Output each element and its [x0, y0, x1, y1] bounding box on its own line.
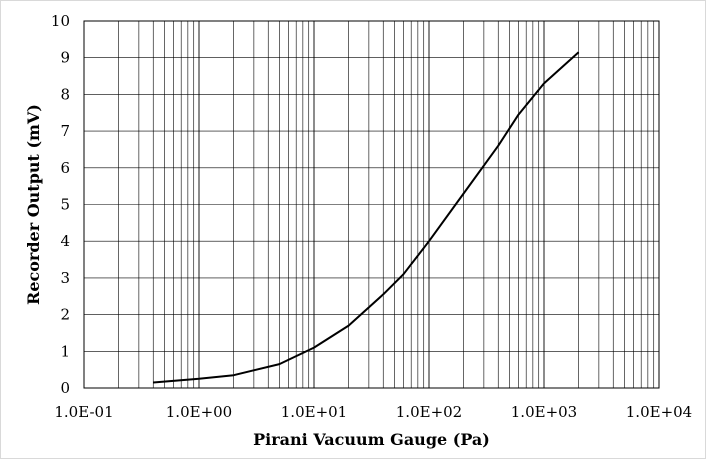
y-tick-label: 8 — [60, 85, 70, 103]
x-tick-label: 1.0E+00 — [166, 403, 232, 421]
y-tick-label: 9 — [60, 49, 70, 67]
y-tick-labels: 0 1 2 3 4 5 6 7 8 9 10 — [51, 12, 70, 397]
x-tick-label: 1.0E+03 — [511, 403, 577, 421]
plot-area-border — [83, 20, 660, 389]
y-tick-label: 3 — [60, 269, 70, 287]
y-tick-label: 5 — [60, 196, 70, 214]
x-tick-label: 1.0E+02 — [396, 403, 462, 421]
x-tick-label: 1.0E-01 — [54, 403, 113, 421]
y-tick-label: 0 — [60, 379, 70, 397]
y-tick-label: 10 — [51, 12, 70, 30]
x-tick-labels: 1.0E-01 1.0E+00 1.0E+01 1.0E+02 1.0E+03 1.0E+… — [54, 403, 692, 421]
x-axis-title: Pirani Vacuum Gauge (Pa) — [253, 430, 490, 449]
y-axis-title: Recorder Output (mV) — [24, 104, 43, 305]
series-line — [153, 51, 580, 384]
y-tick-label: 2 — [60, 306, 70, 324]
grid — [83, 20, 659, 389]
y-tick-label: 1 — [60, 342, 70, 360]
x-tick-label: 1.0E+04 — [626, 403, 692, 421]
x-tick-label: 1.0E+01 — [281, 403, 347, 421]
y-tick-label: 6 — [60, 159, 70, 177]
series-layer — [153, 51, 580, 384]
y-tick-label: 7 — [60, 122, 70, 140]
y-tick-label: 4 — [60, 232, 70, 250]
